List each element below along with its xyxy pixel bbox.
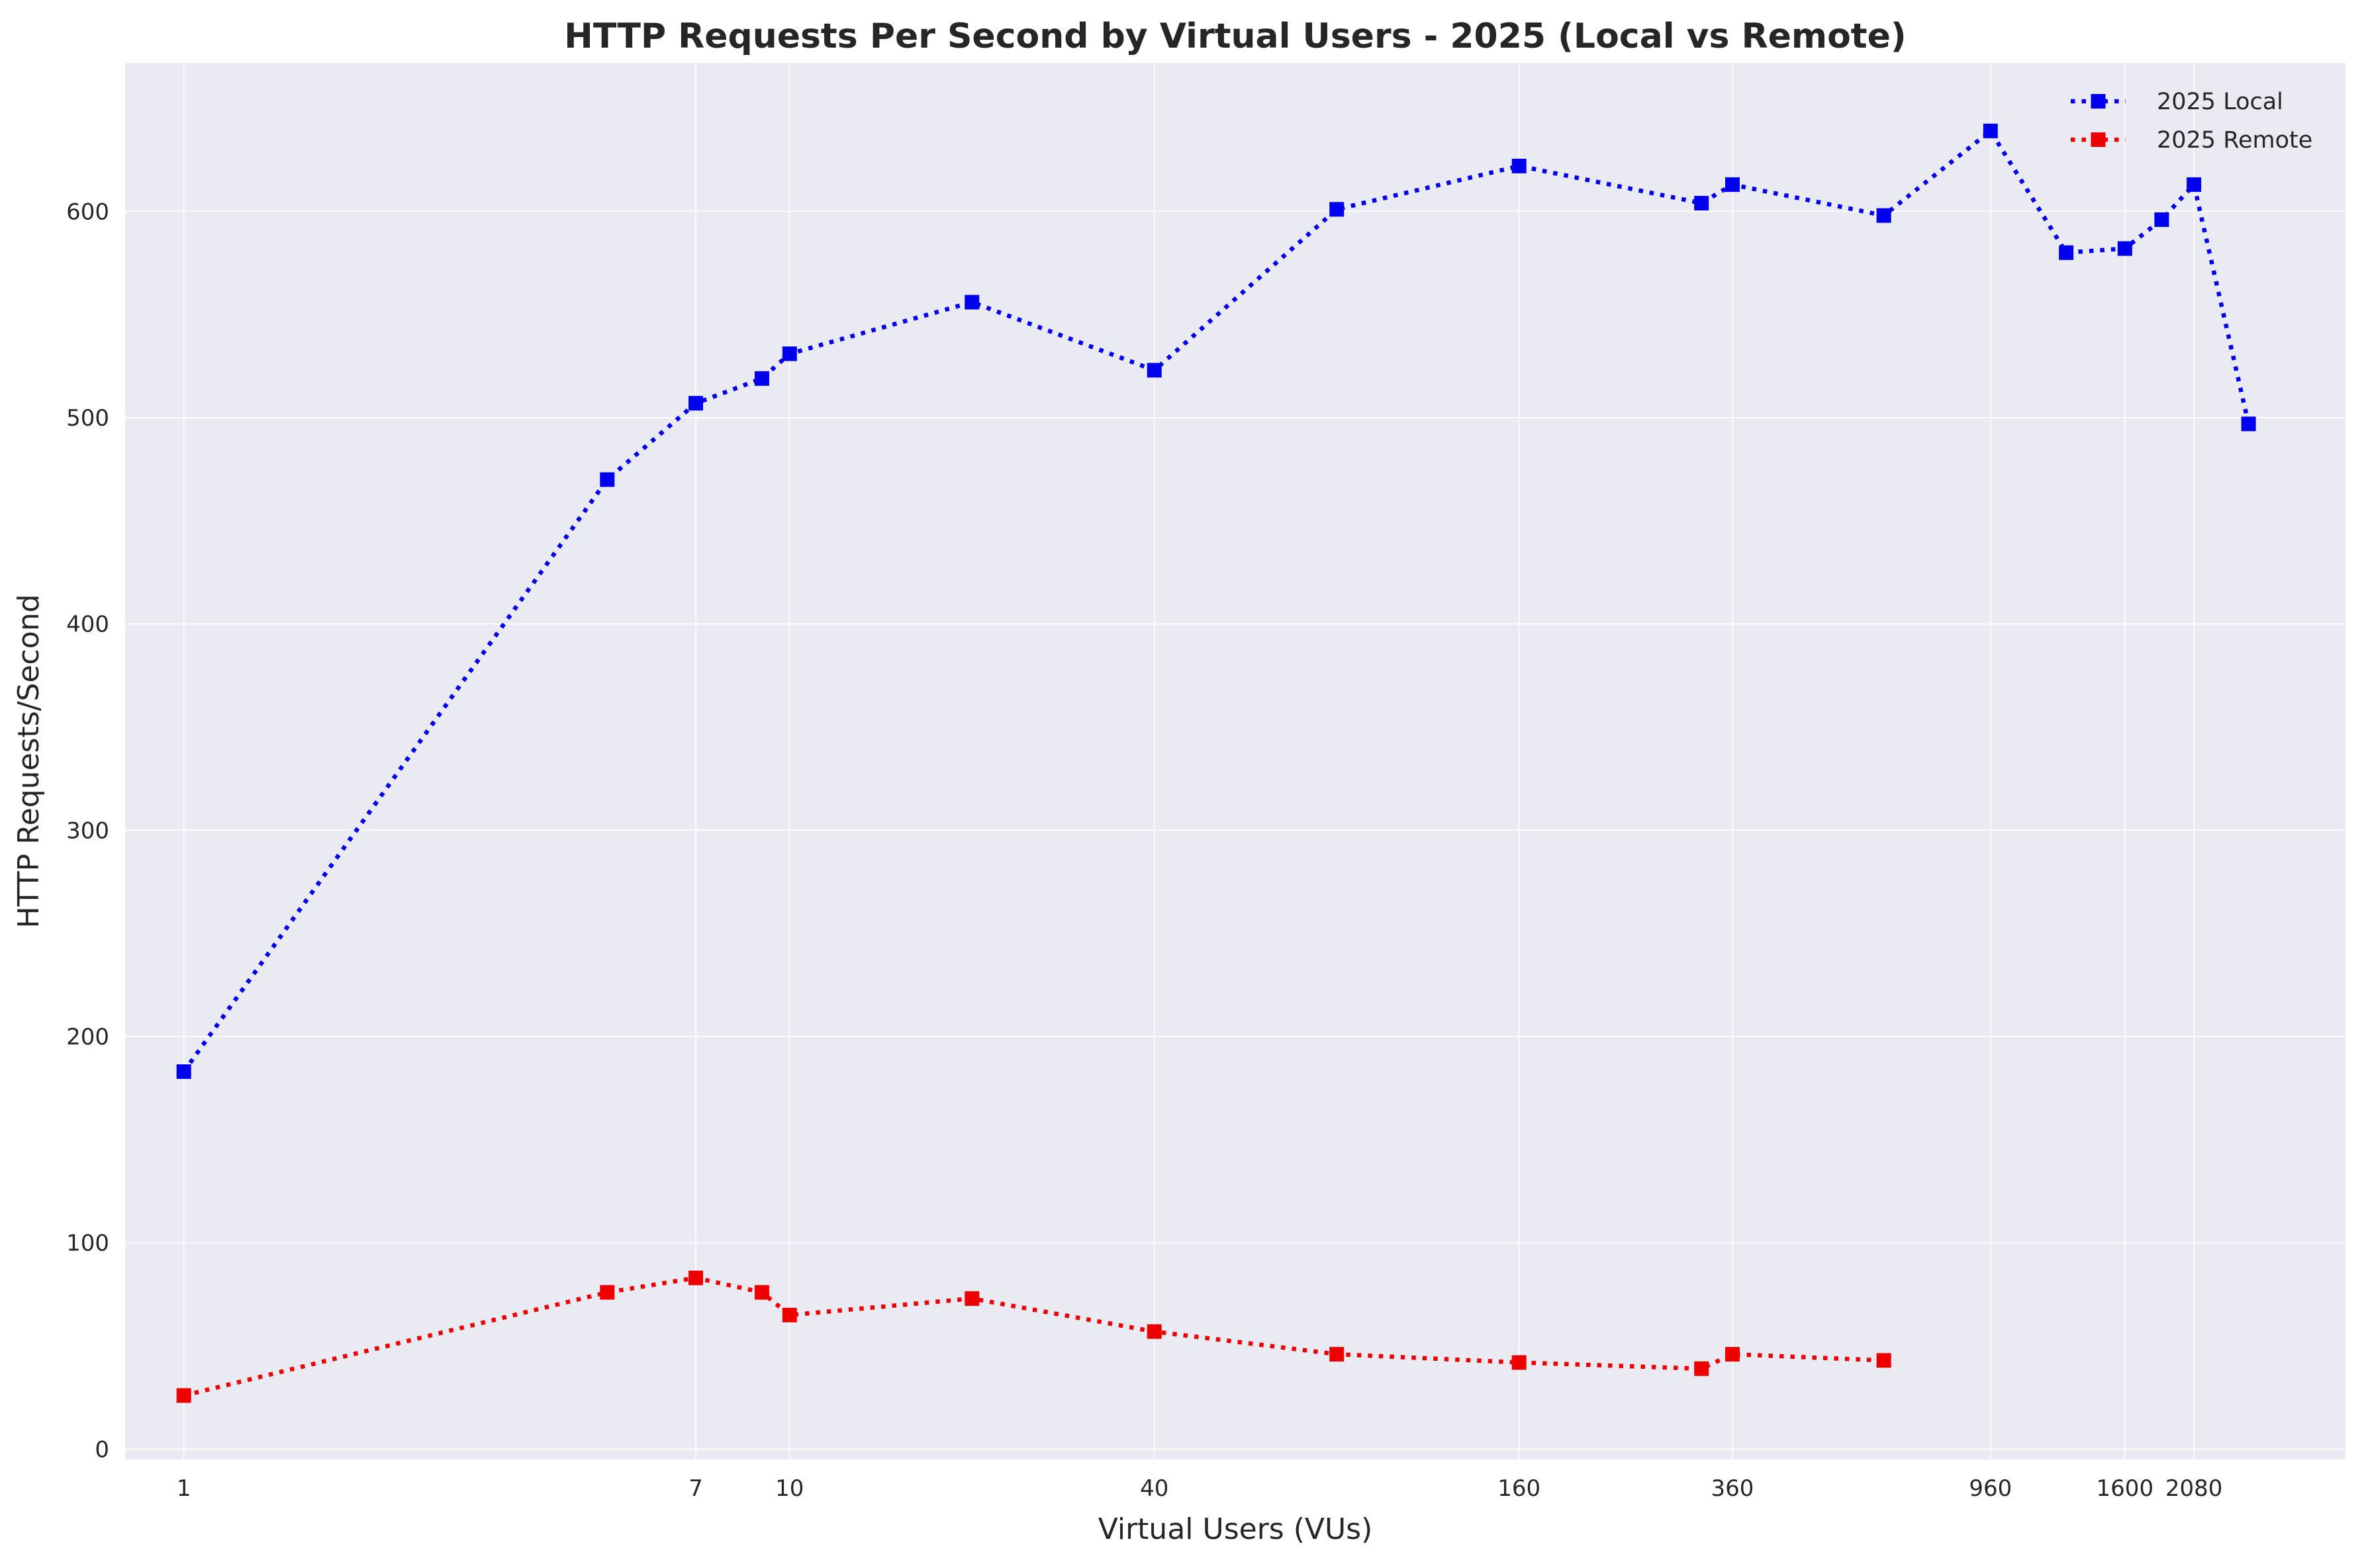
data-point <box>176 1064 191 1080</box>
data-point <box>1725 177 1740 192</box>
data-point <box>2059 245 2074 260</box>
data-point <box>965 295 980 310</box>
y-tick-label: 100 <box>66 1230 109 1257</box>
data-point <box>688 1270 704 1285</box>
series-local <box>176 123 2256 1080</box>
x-tick-label: 7 <box>688 1475 703 1502</box>
legend-entry: 2025 Local <box>2071 89 2283 115</box>
y-axis-ticks: 0 100 200 300 400 500 600 <box>66 199 109 1463</box>
data-point <box>1725 1347 1740 1362</box>
data-point <box>1876 208 1891 223</box>
x-tick-label: 10 <box>775 1475 804 1502</box>
data-point <box>1694 1361 1709 1376</box>
series-layer <box>176 123 2256 1403</box>
legend-marker <box>2091 94 2106 109</box>
chart-title: HTTP Requests Per Second by Virtual User… <box>564 17 1906 56</box>
x-tick-label: 40 <box>1140 1475 1168 1502</box>
data-point <box>754 1285 769 1300</box>
data-point <box>2241 416 2256 432</box>
data-point <box>1147 363 1162 378</box>
y-tick-label: 200 <box>66 1024 109 1050</box>
y-tick-label: 500 <box>66 405 109 432</box>
x-tick-label: 960 <box>1969 1475 2012 1502</box>
data-point <box>688 396 704 411</box>
data-point <box>782 346 797 361</box>
data-point <box>1511 1355 1527 1370</box>
x-axis-ticks: 1 7 10 40 160 360 960 1600 2080 <box>177 1475 2222 1502</box>
y-axis-label: HTTP Requests/Second <box>12 594 46 929</box>
legend: 2025 Local 2025 Remote <box>2071 89 2312 154</box>
series-remote <box>176 1270 1891 1403</box>
data-point <box>1329 1347 1345 1362</box>
data-point <box>600 472 615 487</box>
x-tick-label: 1 <box>177 1475 191 1502</box>
data-point <box>965 1291 980 1306</box>
legend-label: 2025 Remote <box>2157 127 2312 154</box>
data-point <box>754 371 769 386</box>
plot-area <box>125 63 2345 1459</box>
y-tick-label: 600 <box>66 199 109 225</box>
data-point <box>2154 212 2169 227</box>
y-tick-label: 400 <box>66 612 109 638</box>
data-point <box>1694 195 1709 210</box>
x-tick-label: 160 <box>1497 1475 1540 1502</box>
x-tick-label: 1600 <box>2097 1475 2154 1502</box>
data-point <box>1983 123 1998 138</box>
legend-entry: 2025 Remote <box>2071 127 2312 154</box>
data-point <box>2187 177 2202 192</box>
data-point <box>1876 1353 1891 1368</box>
y-tick-label: 300 <box>66 817 109 844</box>
data-point <box>2117 241 2132 256</box>
y-tick-label: 0 <box>95 1436 109 1463</box>
data-point <box>1329 202 1345 217</box>
data-point <box>782 1307 797 1322</box>
data-point <box>1511 158 1527 173</box>
legend-label: 2025 Local <box>2157 89 2283 115</box>
data-point <box>1147 1324 1162 1339</box>
data-point <box>176 1388 191 1403</box>
x-tick-label: 360 <box>1711 1475 1754 1502</box>
x-tick-label: 2080 <box>2165 1475 2223 1502</box>
data-point <box>600 1285 615 1300</box>
legend-marker <box>2091 132 2106 147</box>
series-line <box>182 128 2251 1073</box>
x-axis-label: Virtual Users (VUs) <box>1098 1512 1373 1546</box>
grid-layer <box>125 63 2345 1459</box>
